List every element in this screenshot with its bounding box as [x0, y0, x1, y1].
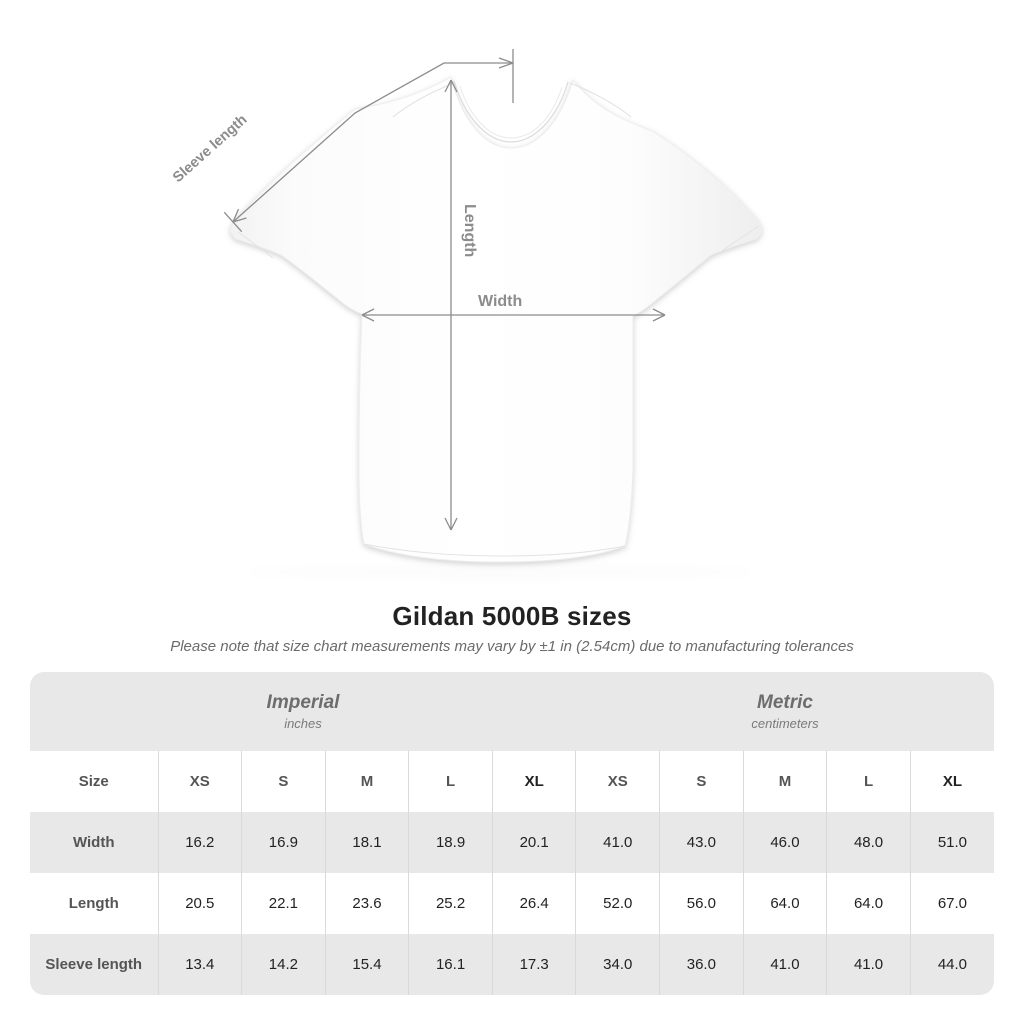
svg-text:Width: Width — [478, 293, 522, 310]
svg-text:Sleeve length: Sleeve length — [170, 112, 250, 186]
svg-text:Length: Length — [461, 204, 478, 257]
